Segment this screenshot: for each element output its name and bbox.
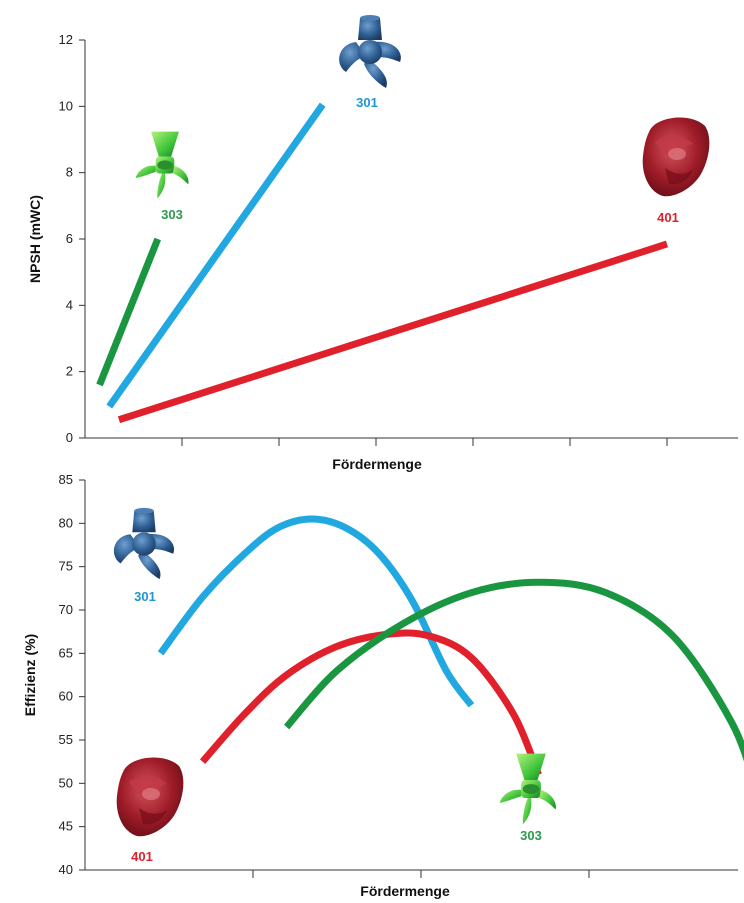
efficiency-y-tick-label: 75 (59, 559, 73, 574)
npsh-y-tick-label: 12 (59, 32, 73, 47)
npsh-label-401: 401 (657, 210, 679, 225)
efficiency-label-303: 303 (520, 828, 542, 843)
npsh-label-301: 301 (356, 95, 378, 110)
efficiency-series (157, 515, 744, 777)
efficiency-label-401: 401 (131, 849, 153, 864)
npsh-series-301 (106, 102, 326, 409)
efficiency-x-axis-title: Fördermenge (360, 883, 450, 899)
efficiency-y-tick-label: 65 (59, 645, 73, 660)
npsh-chart: 0 2 4 6 8 10 12 Fördermenge NPSH (mWC) 303 301… (27, 15, 738, 472)
efficiency-y-tick-label: 55 (59, 732, 73, 747)
npsh-series-303 (96, 237, 162, 387)
efficiency-y-tick-label: 50 (59, 775, 73, 790)
npsh-series (96, 102, 669, 424)
npsh-series-401 (117, 240, 669, 424)
red-impeller-icon (642, 117, 710, 197)
npsh-y-tick-label: 4 (66, 297, 73, 312)
npsh-label-303: 303 (161, 207, 183, 222)
green-propeller-icon (499, 753, 556, 825)
efficiency-y-tick-label: 60 (59, 689, 73, 704)
efficiency-y-tick-label: 45 (59, 819, 73, 834)
efficiency-chart: 40 45 50 55 60 65 70 75 80 85 Fördermenge Effizie… (22, 472, 744, 899)
npsh-y-ticks: 0 2 4 6 8 10 12 (59, 32, 85, 445)
npsh-y-axis-title: NPSH (mWC) (27, 195, 43, 283)
npsh-x-axis-title: Fördermenge (332, 456, 422, 472)
blue-impeller-icon (339, 15, 401, 88)
efficiency-label-301: 301 (134, 589, 156, 604)
efficiency-y-tick-label: 85 (59, 472, 73, 487)
npsh-y-tick-label: 10 (59, 98, 73, 113)
efficiency-y-tick-label: 80 (59, 515, 73, 530)
npsh-x-ticks (181, 438, 668, 446)
efficiency-y-tick-label: 40 (59, 862, 73, 877)
npsh-y-tick-label: 8 (66, 165, 73, 180)
npsh-y-tick-label: 2 (66, 364, 73, 379)
npsh-y-tick-label: 6 (66, 231, 73, 246)
efficiency-series-303 (283, 578, 744, 762)
efficiency-y-tick-label: 70 (59, 602, 73, 617)
efficiency-x-ticks (252, 870, 590, 878)
blue-impeller-icon (113, 507, 175, 580)
efficiency-y-ticks: 40 45 50 55 60 65 70 75 80 85 (59, 472, 85, 877)
green-propeller-icon (135, 131, 189, 199)
efficiency-series-401 (199, 629, 542, 777)
red-impeller-icon (116, 757, 184, 837)
efficiency-y-axis-title: Effizienz (%) (22, 634, 38, 716)
npsh-y-tick-label: 0 (66, 430, 73, 445)
